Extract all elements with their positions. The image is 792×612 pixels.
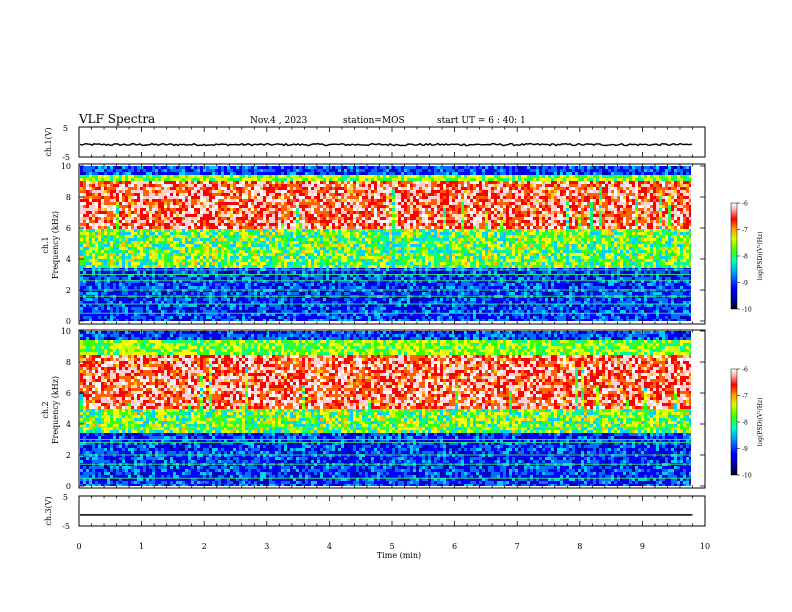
ch2-spectrogram-ticks: [78, 330, 706, 488]
frequency-tick-label: 6: [66, 389, 71, 398]
colorbar-tick-label: -8: [742, 254, 748, 261]
colorbar-tick-label: -9: [742, 280, 748, 287]
ch2-frequency-ylabel: Frequency (kHz): [51, 376, 60, 444]
frequency-tick-label: 6: [66, 224, 71, 233]
ch1-voltage-ylabel: ch.1(V): [44, 127, 53, 156]
date-label: Nov.4 , 2023: [250, 116, 308, 126]
frequency-tick-label: 0: [66, 317, 71, 326]
ch3-voltage-ylabel: ch.3(V): [44, 496, 53, 525]
frequency-tick-label: 0: [66, 482, 71, 491]
colorbar-tick-label: -6: [742, 367, 748, 374]
ch2-spectrogram-yticks: 0 2 4 6 8 10: [61, 327, 705, 491]
time-tick-label: 10: [700, 542, 710, 551]
time-tick-label: 3: [264, 542, 269, 551]
ch1-spectrogram-panel: 0 2 4 6 8 10 ch.1 Frequency (kHz): [41, 162, 706, 326]
frequency-tick-label: 4: [66, 255, 71, 264]
ch1-frequency-ylabel: Frequency (kHz): [51, 211, 60, 279]
start-ut-label: start UT = 6 : 40: 1: [437, 116, 526, 126]
time-tick-label: 1: [139, 542, 144, 551]
time-tick-label: 5: [389, 542, 394, 551]
frequency-tick-label: 4: [66, 420, 71, 429]
time-axis-tick-labels: 0 1 2 3 4 5 6 7 8 9 10: [76, 542, 710, 551]
colorbar-tick-label: -6: [742, 201, 748, 208]
time-tick-label: 7: [515, 542, 520, 551]
frequency-tick-label: 2: [66, 451, 71, 460]
colorbar-tick-label: -10: [742, 307, 752, 314]
ch2-spectrogram-panel: 0 2 4 6 8 10 ch.2 Frequency (kHz): [41, 327, 706, 491]
colorbar-tick-label: -8: [742, 420, 748, 427]
ch1-voltage-ytick-top: 5: [63, 124, 68, 133]
ch2-channel-label: ch.2: [41, 401, 50, 418]
ch1-colorbar: -6 -7 -8 -9 -10 log(PSD)(V²/Hz): [730, 201, 764, 314]
colorbar-tick-label: -10: [742, 473, 752, 480]
ch1-voltage-ytick-bottom: -5: [62, 153, 70, 162]
ch1-spectrogram-yticks: 0 2 4 6 8 10: [61, 162, 705, 326]
ch1-channel-label: ch.1: [41, 236, 50, 253]
time-tick-label: 4: [327, 542, 332, 551]
ch1-spectrogram-ticks: [78, 164, 706, 324]
frequency-tick-label: 8: [66, 193, 71, 202]
ch3-voltage-ticks: [78, 496, 706, 526]
ch1-colorbar-label: log(PSD)(V²/Hz): [757, 232, 764, 281]
colorbar-tick-label: -7: [742, 393, 748, 400]
time-axis-label: Time (min): [377, 551, 421, 560]
figure-title: VLF Spectra: [78, 112, 155, 126]
frequency-tick-label: 10: [61, 327, 71, 336]
frequency-tick-label: 10: [61, 162, 71, 171]
ch1-voltage-ticks: [78, 127, 706, 157]
ch2-colorbar: -6 -7 -8 -9 -10 log(PSD)(V²/Hz): [730, 367, 764, 480]
time-tick-label: 9: [640, 542, 645, 551]
ch3-voltage-ytick-top: 5: [63, 493, 68, 502]
ch3-voltage-panel: 5 -5 ch.3(V): [44, 493, 706, 531]
ch1-voltage-trace: [79, 142, 693, 147]
ch3-voltage-ytick-bottom: -5: [62, 522, 70, 531]
ch1-voltage-panel: 5 -5 ch.1(V): [44, 124, 706, 162]
ch1-spectrogram-image: [80, 166, 691, 321]
colorbar-tick-label: -7: [742, 227, 748, 234]
time-tick-label: 6: [452, 542, 457, 551]
frequency-tick-label: 8: [66, 358, 71, 367]
colorbar-tick-label: -9: [742, 446, 748, 453]
time-tick-label: 0: [76, 542, 81, 551]
time-tick-label: 8: [577, 542, 582, 551]
station-label: station=MOS: [343, 116, 405, 126]
ch2-spectrogram-image: [80, 331, 691, 486]
ch2-colorbar-label: log(PSD)(V²/Hz): [757, 398, 764, 447]
frequency-tick-label: 2: [66, 286, 71, 295]
time-tick-label: 2: [202, 542, 207, 551]
